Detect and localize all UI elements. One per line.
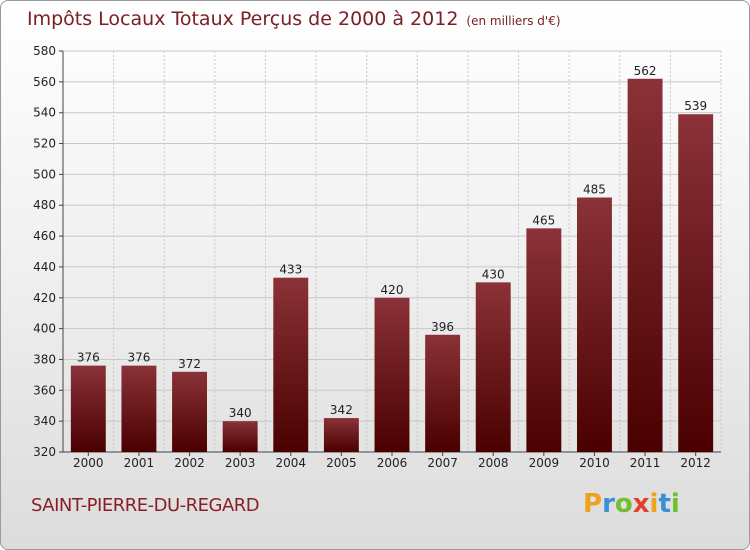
y-tick-label: 560	[33, 75, 56, 89]
x-tick-label-2005: 2005	[326, 456, 357, 470]
bar-2005	[323, 418, 359, 452]
commune-name: SAINT-PIERRE-DU-REGARD	[31, 495, 260, 516]
logo-letter: o	[614, 489, 633, 519]
x-tick-label-2009: 2009	[529, 456, 560, 470]
bar-2012	[678, 114, 714, 452]
x-tick-label-2012: 2012	[680, 456, 711, 470]
value-label-2001: 376	[127, 351, 150, 365]
x-tick-label-2007: 2007	[427, 456, 458, 470]
proxiti-logo: Proxiti	[583, 489, 680, 519]
x-tick-label-2002: 2002	[174, 456, 205, 470]
value-label-2006: 420	[381, 283, 404, 297]
bar-2006	[374, 297, 410, 452]
bar-2000	[70, 365, 106, 452]
logo-letter: r	[602, 489, 615, 519]
value-label-2000: 376	[77, 351, 100, 365]
x-tick-label-2011: 2011	[630, 456, 661, 470]
x-tick-label-2004: 2004	[275, 456, 306, 470]
y-tick-label: 340	[33, 414, 56, 428]
x-tick-label-2010: 2010	[579, 456, 610, 470]
value-label-2011: 562	[634, 64, 657, 78]
bar-2010	[576, 197, 612, 452]
bar-2007	[425, 334, 461, 452]
y-tick-label: 440	[33, 260, 56, 274]
bar-2003	[222, 421, 258, 452]
chart-title-text: Impôts Locaux Totaux Perçus de 2000 à 20…	[27, 8, 459, 30]
logo-letter: x	[632, 489, 650, 519]
value-label-2004: 433	[279, 263, 302, 277]
y-tick-label: 540	[33, 106, 56, 120]
value-label-2008: 430	[482, 267, 505, 281]
bar-2011	[627, 78, 663, 452]
value-label-2009: 465	[532, 213, 555, 227]
bar-2001	[121, 365, 157, 452]
logo-letter: t	[658, 489, 671, 519]
y-tick-label: 420	[33, 291, 56, 305]
y-tick-label: 320	[33, 445, 56, 459]
value-label-2010: 485	[583, 183, 606, 197]
value-label-2002: 372	[178, 357, 201, 371]
bar-2009	[526, 228, 562, 452]
chart-title: Impôts Locaux Totaux Perçus de 2000 à 20…	[27, 8, 561, 30]
x-tick-label-2008: 2008	[478, 456, 509, 470]
value-label-2003: 340	[229, 406, 252, 420]
labels: 320 340 360 380 400 420 440 460 480 500 520 540 560 5…	[33, 44, 711, 470]
x-tick-label-2001: 2001	[124, 456, 155, 470]
logo-letter: P	[583, 489, 603, 519]
y-tick-label: 480	[33, 198, 56, 212]
logo-letter: i	[670, 489, 680, 519]
chart-unit: (en milliers d'€)	[466, 14, 561, 28]
x-tick-label-2006: 2006	[377, 456, 408, 470]
bar-2004	[273, 277, 309, 452]
y-tick-label: 500	[33, 167, 56, 181]
y-tick-label: 520	[33, 137, 56, 151]
y-tick-label: 360	[33, 383, 56, 397]
value-label-2005: 342	[330, 403, 353, 417]
bar-2002	[172, 371, 208, 452]
value-label-2012: 539	[684, 99, 707, 113]
x-tick-label-2000: 2000	[73, 456, 104, 470]
bars	[70, 78, 714, 452]
value-label-2007: 396	[431, 320, 454, 334]
y-tick-label: 580	[33, 44, 56, 58]
bar-2008	[475, 282, 511, 452]
y-tick-label: 400	[33, 322, 56, 336]
y-tick-label: 380	[33, 352, 56, 366]
x-tick-label-2003: 2003	[225, 456, 256, 470]
logo-letter: i	[649, 489, 659, 519]
y-tick-label: 460	[33, 229, 56, 243]
